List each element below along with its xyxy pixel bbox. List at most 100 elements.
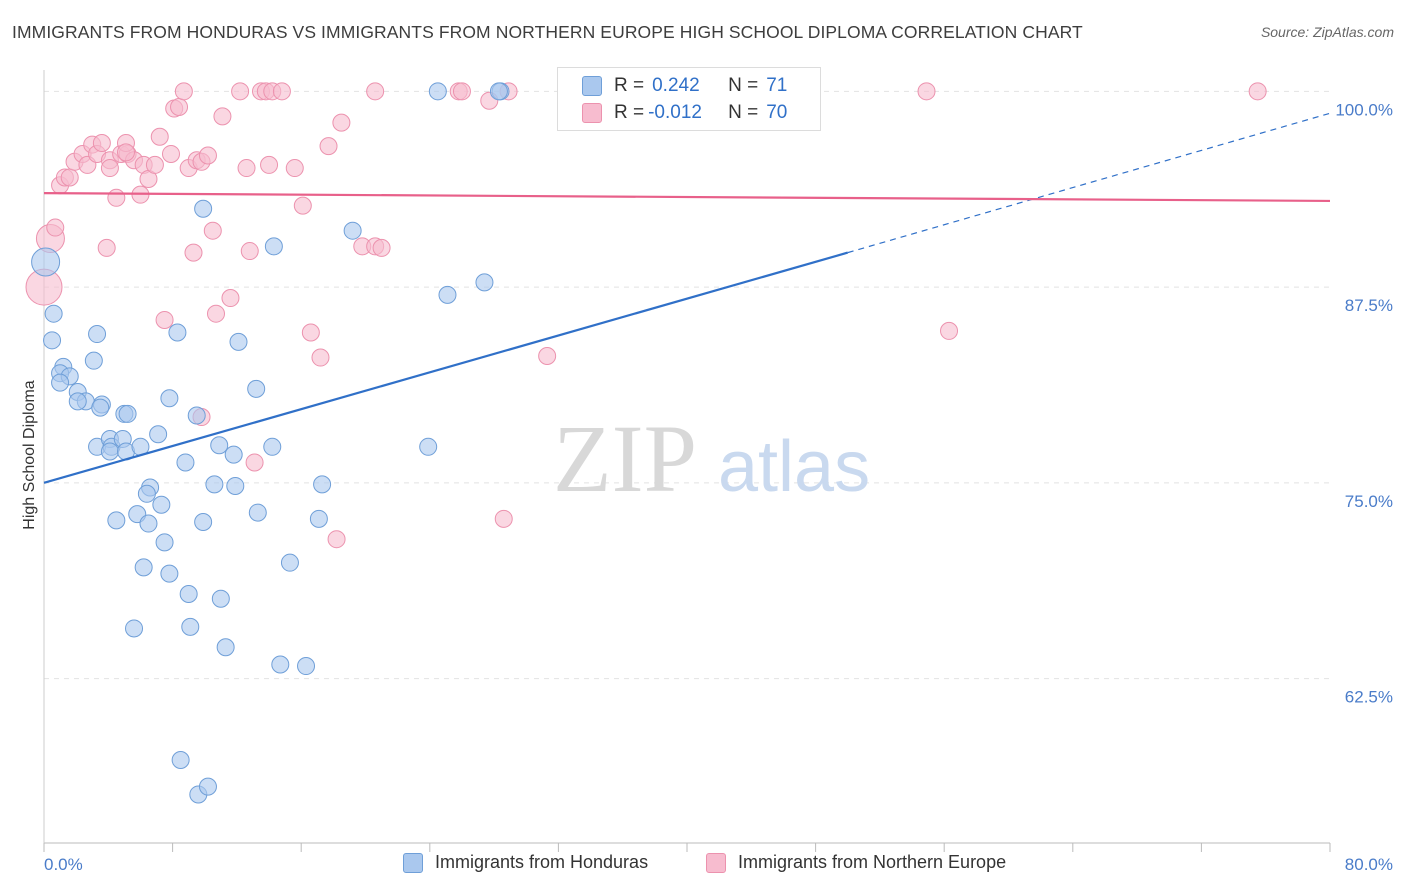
legend-n-value-1: 71 [766, 75, 788, 96]
northern-europe-point [332, 113, 351, 132]
honduras-point [198, 777, 217, 796]
y-tick-label: 100.0% [1335, 100, 1393, 119]
northern-europe-point [366, 82, 385, 101]
honduras-point [118, 404, 137, 423]
northern-europe-point [1248, 82, 1267, 101]
northern-europe-point [260, 155, 279, 174]
northern-europe-point [184, 243, 203, 262]
honduras-point [248, 503, 267, 522]
northern-europe-point [494, 509, 513, 528]
honduras-point [216, 638, 235, 657]
honduras-point [176, 453, 195, 472]
watermark-zip: ZIP [553, 405, 697, 512]
honduras-point [438, 285, 457, 304]
legend-label-honduras: Immigrants from Honduras [435, 852, 649, 872]
northern-europe-point [174, 82, 193, 101]
northern-europe-point [161, 144, 180, 163]
northern-europe-point [116, 143, 135, 162]
honduras-point [343, 221, 362, 240]
northern-europe-point [452, 82, 471, 101]
legend-n-value-2: 70 [766, 102, 788, 123]
legend-r-value-2: -0.012 [648, 102, 702, 123]
trend-lines [43, 112, 1331, 484]
northern-europe-point [92, 133, 111, 152]
legend-n-label-2: N = [728, 102, 759, 123]
honduras-point [205, 475, 224, 494]
northern-europe-point [293, 196, 312, 215]
honduras-point [43, 331, 62, 350]
legend-r-label-1: R = [614, 75, 645, 96]
legend-n-label-1: N = [728, 75, 759, 96]
honduras-point [475, 273, 494, 292]
legend-r-label-2: R = [614, 102, 645, 123]
axis-labels: 100.0% 87.5% 75.0% 62.5% 0.0% 80.0% High Schoo… [21, 100, 1393, 874]
northern-europe-point [272, 82, 291, 101]
chart-title: IMMIGRANTS FROM HONDURAS VS IMMIGRANTS F… [12, 22, 1083, 42]
honduras-point [134, 558, 153, 577]
watermark: ZIP atlas [553, 405, 870, 512]
legend-swatch-northern-europe [582, 103, 602, 123]
honduras-point [91, 398, 110, 417]
legend-r-value-1: 0.242 [652, 75, 700, 96]
northern-europe-point [245, 453, 264, 472]
legend-item-northern-europe: Immigrants from Northern Europe [706, 852, 1006, 873]
honduras-point [51, 373, 70, 392]
honduras-point [149, 425, 168, 444]
honduras-point [263, 437, 282, 456]
honduras-point [88, 325, 107, 344]
northern-europe-point [97, 238, 116, 257]
northern-europe-point [170, 97, 189, 116]
honduras-point [229, 332, 248, 351]
honduras-point [125, 619, 144, 638]
honduras-point [194, 512, 213, 531]
honduras-point [152, 495, 171, 514]
northern-europe-point [203, 221, 222, 240]
honduras-point [210, 436, 229, 455]
northern-europe-point [155, 310, 174, 329]
northern-europe-point [213, 107, 232, 126]
northern-europe-trend-line [43, 192, 1331, 203]
honduras-point [137, 484, 156, 503]
honduras-point [44, 304, 63, 323]
honduras-point [489, 82, 508, 101]
honduras-point [280, 553, 299, 572]
honduras-trend-line [43, 251, 849, 484]
northern-europe-point [240, 242, 259, 261]
northern-europe-point [285, 159, 304, 178]
honduras-point [100, 442, 119, 461]
gridlines [44, 90, 1330, 680]
honduras-point [179, 585, 198, 604]
honduras-point [187, 406, 206, 425]
northern-europe-point [198, 146, 217, 165]
series-legend: Immigrants from Honduras Immigrants from… [0, 852, 1406, 878]
honduras-point [139, 514, 158, 533]
northern-europe-point [100, 159, 119, 178]
honduras-point [247, 379, 266, 398]
data-points [25, 82, 1267, 804]
honduras-point [313, 475, 332, 494]
northern-europe-point [301, 323, 320, 342]
honduras-point [419, 437, 438, 456]
x-tick-label-max: 80.0% [1345, 855, 1393, 874]
legend-item-honduras: Immigrants from Honduras [403, 852, 648, 873]
northern-europe-point [60, 168, 79, 187]
x-tick-label-min: 0.0% [44, 855, 83, 874]
honduras-point [171, 751, 190, 770]
honduras-point [68, 392, 87, 411]
northern-europe-point [311, 348, 330, 367]
northern-europe-point [372, 238, 391, 257]
northern-europe-point [538, 346, 557, 365]
watermark-atlas: atlas [718, 427, 870, 507]
northern-europe-point [237, 159, 256, 178]
northern-europe-point [917, 82, 936, 101]
stats-legend: R = 0.242 N = 71 R = -0.012 N = 70 [557, 67, 821, 131]
northern-europe-point [107, 188, 126, 207]
honduras-point [309, 509, 328, 528]
northern-europe-point [221, 289, 240, 308]
honduras-point [160, 564, 179, 583]
northern-europe-point [46, 218, 65, 237]
northern-europe-point [319, 137, 338, 156]
legend-label-northern-europe: Immigrants from Northern Europe [738, 852, 1007, 872]
northern-europe-point [940, 321, 959, 340]
